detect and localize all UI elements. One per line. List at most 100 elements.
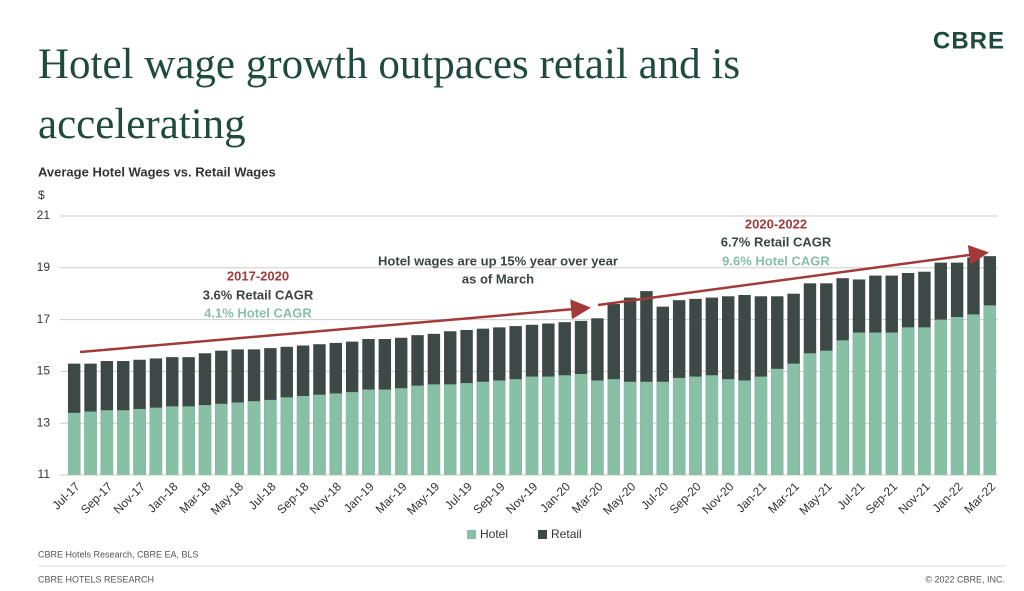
bar <box>67 412 81 475</box>
x-tick-label: Nov-20 <box>699 479 736 516</box>
footer-right: © 2022 CBRE, INC. <box>925 574 1005 584</box>
y-tick-label: 11 <box>38 467 51 481</box>
annotation: 6.7% Retail CAGR <box>721 234 832 249</box>
bar <box>476 381 490 475</box>
bar <box>149 407 163 475</box>
x-tick-label: May-18 <box>208 479 246 517</box>
bar <box>378 389 392 475</box>
bar <box>918 327 931 475</box>
bar <box>689 376 702 475</box>
bar <box>394 388 408 475</box>
x-tick-label: Mar-20 <box>569 479 606 516</box>
bar <box>166 406 179 475</box>
x-tick-label: Jan-18 <box>145 479 181 515</box>
bar <box>133 408 146 475</box>
y-tick-label: 21 <box>37 208 51 222</box>
x-tick-label: Jan-20 <box>537 479 573 515</box>
bar <box>198 405 212 475</box>
bar <box>345 392 359 475</box>
trend-arrow <box>79 299 591 354</box>
bar <box>869 332 882 475</box>
source: CBRE Hotels Research, CBRE EA, BLS <box>38 549 199 559</box>
x-tick-label: Sep-19 <box>470 479 507 516</box>
bar <box>803 353 817 475</box>
y-tick-label: 15 <box>37 364 51 378</box>
annotation: 9.6% Hotel CAGR <box>722 253 830 268</box>
annotation: 4.1% Hotel CAGR <box>204 305 312 320</box>
footer-left: CBRE HOTELS RESEARCH <box>38 574 154 584</box>
annotation: 2020-2022 <box>745 216 807 231</box>
y-tick-label: 17 <box>37 312 51 326</box>
x-tick-label: May-20 <box>600 479 638 517</box>
bar <box>313 394 326 475</box>
x-tick-label: Jan-19 <box>341 479 377 515</box>
x-tick-label: May-19 <box>404 479 442 517</box>
bar <box>656 381 670 475</box>
x-tick-label: Mar-19 <box>373 479 410 516</box>
x-tick-label: Nov-18 <box>307 479 344 516</box>
bar <box>738 380 751 475</box>
bar <box>264 399 277 475</box>
bar <box>542 376 555 475</box>
bar <box>574 373 588 475</box>
bar <box>623 381 637 475</box>
bar <box>84 411 97 475</box>
legend-label: Hotel <box>480 527 508 541</box>
title: Hotel wage growth outpaces retail and is <box>38 41 740 88</box>
bar <box>182 406 195 475</box>
annotation: as of March <box>462 271 534 286</box>
x-tick-label: Sep-17 <box>78 479 115 516</box>
x-tick-label: Nov-19 <box>503 479 540 516</box>
bar <box>950 317 964 475</box>
bar <box>329 393 343 475</box>
x-tick-label: Sep-21 <box>863 479 900 516</box>
bar <box>411 385 424 475</box>
x-tick-label: Sep-20 <box>667 479 704 516</box>
trend-arrow <box>597 245 989 307</box>
bar <box>672 377 686 475</box>
bar <box>247 401 261 475</box>
x-tick-label: Jan-21 <box>733 479 769 515</box>
bar <box>607 379 620 475</box>
x-tick-label: Nov-21 <box>896 479 933 516</box>
x-tick-label: Nov-17 <box>111 479 148 516</box>
bar <box>509 379 522 475</box>
bar <box>493 380 506 475</box>
x-tick-label: May-21 <box>796 479 834 517</box>
bar <box>640 381 653 475</box>
title: accelerating <box>38 101 246 148</box>
bar <box>296 396 310 475</box>
bar <box>836 340 849 475</box>
bar <box>444 384 457 475</box>
bar <box>934 319 947 475</box>
annotation: 3.6% Retail CAGR <box>203 287 314 302</box>
bar <box>771 368 784 475</box>
bar <box>100 410 114 475</box>
annotation: Hotel wages are up 15% year over year <box>378 253 618 268</box>
x-tick-label: Mar-22 <box>961 479 998 516</box>
bar <box>885 332 898 475</box>
x-tick-label: Mar-21 <box>765 479 802 516</box>
y-tick-label: 13 <box>37 415 51 429</box>
x-tick-label: Mar-18 <box>177 479 214 516</box>
x-tick-label: Jan-22 <box>930 479 966 515</box>
legend-swatch <box>538 530 548 539</box>
bar <box>460 383 473 475</box>
bar <box>215 403 228 475</box>
chart-title: Average Hotel Wages vs. Retail Wages <box>38 164 276 179</box>
bar <box>231 402 244 475</box>
bar <box>901 327 915 475</box>
bar <box>852 332 866 475</box>
y-tick-label: 19 <box>37 260 51 274</box>
bar <box>787 363 800 475</box>
bar <box>591 380 604 475</box>
bar <box>117 410 130 475</box>
legend-swatch <box>467 530 476 539</box>
logo: CBRE <box>933 27 1005 54</box>
legend-label: Retail <box>551 527 582 541</box>
x-tick-label: Sep-18 <box>274 479 311 516</box>
bar <box>525 376 539 475</box>
bar <box>820 350 833 475</box>
bar <box>280 397 293 475</box>
